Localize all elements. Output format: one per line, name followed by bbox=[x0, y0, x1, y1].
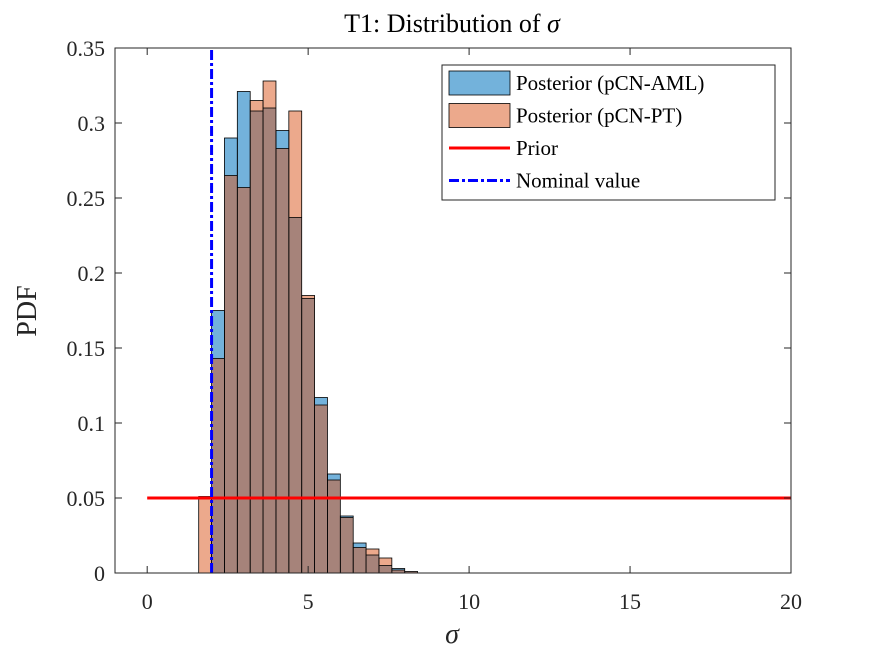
reference-lines bbox=[147, 48, 791, 573]
plot-box bbox=[114, 47, 792, 574]
bar-pcn-pt bbox=[250, 100, 264, 573]
bar-pcn-pt bbox=[391, 570, 405, 573]
x-tick-label: 5 bbox=[303, 589, 314, 614]
legend-swatch bbox=[448, 103, 511, 128]
tick-labels: 0 5 10 15 20 0 0.05 0.1 0.15 0.2 0.25 0.3 0.35 bbox=[67, 36, 803, 614]
x-tick-label: 20 bbox=[780, 589, 802, 614]
y-axis-label: PDF bbox=[12, 285, 43, 336]
legend-label: Posterior (pCN-PT) bbox=[516, 104, 682, 128]
bar-pcn-pt bbox=[327, 480, 341, 573]
legend-label: Nominal value bbox=[516, 169, 640, 193]
y-tick-label: 0.15 bbox=[67, 336, 106, 361]
x-axis-label: σ bbox=[445, 619, 460, 650]
legend-swatch bbox=[448, 70, 511, 96]
legend-label: Posterior (pCN-AML) bbox=[516, 71, 704, 95]
bar-pcn-pt bbox=[366, 549, 379, 573]
legend-label: Prior bbox=[516, 136, 558, 160]
x-tick-label: 0 bbox=[142, 589, 153, 614]
y-tick-label: 0.25 bbox=[67, 186, 106, 211]
legend: Posterior (pCN-AML) Posterior (pCN-PT) Pri… bbox=[441, 64, 776, 201]
bar-pcn-pt bbox=[275, 148, 289, 573]
y-tick-label: 0.05 bbox=[67, 486, 106, 511]
y-tick-label: 0 bbox=[94, 561, 105, 586]
bar-pcn-pt bbox=[263, 81, 276, 573]
bar-pcn-pt bbox=[404, 571, 418, 573]
x-tick-label: 15 bbox=[619, 589, 641, 614]
y-tick-label: 0.2 bbox=[78, 261, 106, 286]
y-tick-label: 0.1 bbox=[78, 411, 106, 436]
y-tick-label: 0.3 bbox=[78, 111, 106, 136]
bar-pcn-pt bbox=[237, 187, 251, 573]
bar-pcn-pt bbox=[301, 295, 315, 573]
bar-pcn-pt bbox=[314, 405, 328, 573]
bar-pcn-pt bbox=[211, 358, 225, 573]
bar-pcn-pt bbox=[198, 496, 212, 573]
bar-pcn-pt bbox=[340, 517, 354, 573]
axes bbox=[114, 47, 792, 574]
x-tick-label: 10 bbox=[458, 589, 480, 614]
chart-title: T1: Distribution of σ bbox=[344, 9, 561, 38]
bar-pcn-pt bbox=[353, 547, 367, 573]
bar-pcn-pt bbox=[288, 111, 302, 573]
y-tick-label: 0.35 bbox=[67, 36, 106, 61]
posterior-pcn-pt-bars bbox=[198, 81, 418, 573]
bar-pcn-pt bbox=[224, 175, 238, 573]
